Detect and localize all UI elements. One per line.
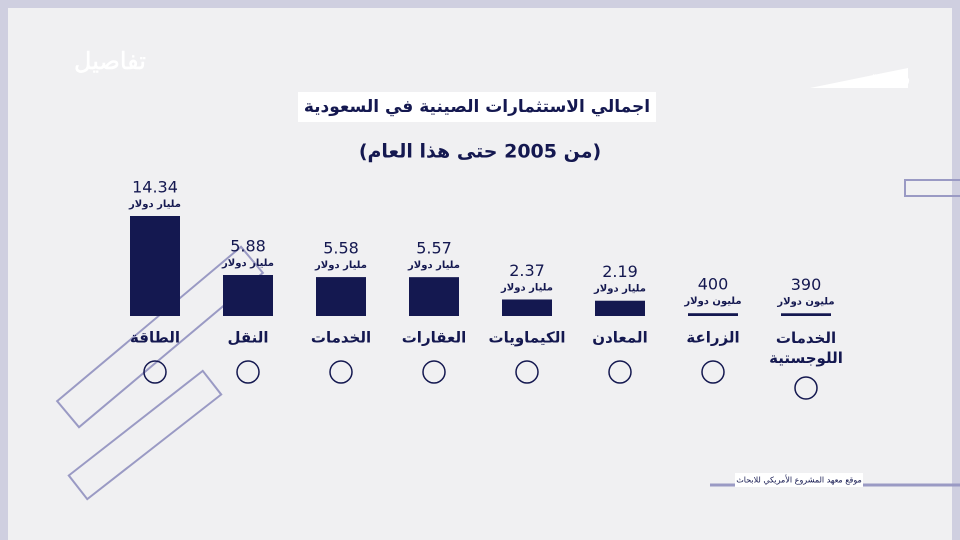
bar xyxy=(409,277,459,316)
unit-label: مليار دولار xyxy=(128,199,181,210)
category-icon xyxy=(794,376,818,400)
logo: زاوية xyxy=(870,68,910,87)
unit-label: مليار دولار xyxy=(593,284,646,295)
unit-label: مليار دولار xyxy=(407,260,460,271)
bar xyxy=(688,313,738,316)
bar xyxy=(781,313,831,316)
category-label: النقل xyxy=(227,329,268,347)
source: موقع معهد المشروع الأمريكي للابحاث xyxy=(736,475,862,485)
category-icon xyxy=(608,360,632,384)
unit-label: مليار دولار xyxy=(500,282,553,293)
brand: تفاصيل xyxy=(74,47,146,75)
logo-shape xyxy=(810,68,908,88)
bar xyxy=(130,216,180,316)
category-label: الزراعة xyxy=(686,329,739,347)
value-label: 390 xyxy=(791,275,822,294)
category-label: المعادن xyxy=(592,329,647,347)
source-box xyxy=(735,473,863,487)
bar xyxy=(223,274,273,316)
decoration xyxy=(55,179,960,501)
value-label: 5.57 xyxy=(416,239,452,258)
value-label: 14.34 xyxy=(132,178,178,197)
bar xyxy=(595,300,645,316)
unit-label: مليون دولار xyxy=(683,296,741,307)
category-icon xyxy=(236,360,260,384)
title-box xyxy=(298,92,656,122)
category-icon xyxy=(701,360,725,384)
bar xyxy=(316,277,366,316)
unit-label: مليار دولار xyxy=(221,258,274,269)
value-label: 2.37 xyxy=(509,261,545,280)
value-label: 5.58 xyxy=(323,239,359,258)
unit-label: مليار دولار xyxy=(314,260,367,271)
category-icon xyxy=(143,360,167,384)
category-label: الطاقة xyxy=(130,329,180,347)
category-icon xyxy=(329,360,353,384)
chart-subtitle: (من 2005 حتى هذا العام) xyxy=(359,141,601,163)
unit-label: مليون دولار xyxy=(776,296,834,307)
bar xyxy=(502,299,552,316)
category-label: الكيماويات xyxy=(489,329,566,347)
category-icon xyxy=(422,360,446,384)
category-label: الخدمات اللوجستية xyxy=(769,329,843,367)
chart-title: اجمالي الاستثمارات الصينية في السعودية xyxy=(304,97,650,117)
value-label: 400 xyxy=(698,275,729,294)
category-icon xyxy=(515,360,539,384)
category-label: العقارات xyxy=(402,329,467,347)
category-label: الخدمات xyxy=(311,329,371,347)
value-label: 5.88 xyxy=(230,236,266,255)
value-label: 2.19 xyxy=(602,262,638,281)
